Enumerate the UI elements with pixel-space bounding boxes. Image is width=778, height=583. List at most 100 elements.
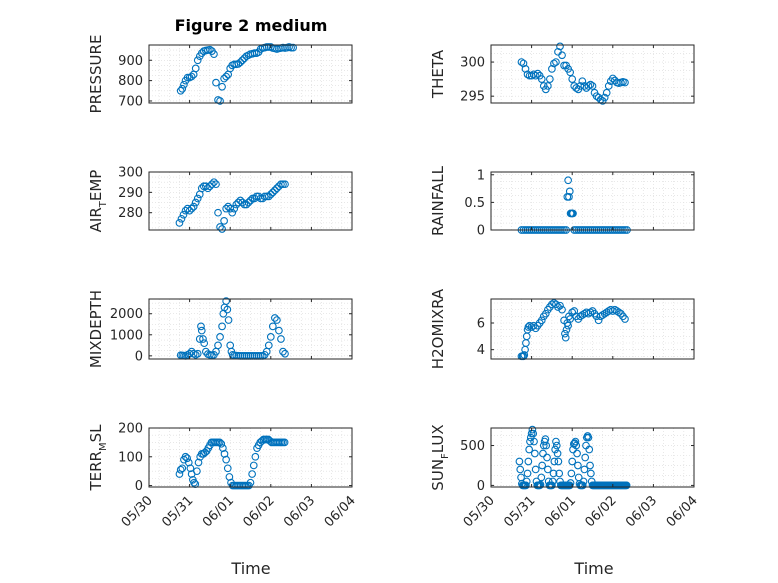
subplot-rainfall: 0 0.5 1 RAINFALL — [429, 165, 695, 239]
data-point — [602, 88, 611, 97]
y-tick-label: 1 — [477, 168, 485, 183]
data-point — [176, 86, 185, 95]
data-point — [600, 93, 609, 102]
data-point — [220, 74, 228, 83]
data-point — [572, 84, 581, 92]
data-point — [573, 449, 581, 458]
data-point — [218, 225, 226, 233]
data-point — [578, 77, 587, 86]
data-point — [214, 341, 222, 350]
y-tick-label: 200 — [118, 422, 143, 437]
data-point — [580, 465, 589, 474]
data-point — [585, 445, 594, 454]
data-point — [523, 469, 532, 478]
y-tick-label: 0.5 — [464, 196, 485, 211]
data-point — [210, 50, 218, 59]
data-point — [178, 464, 187, 473]
data-point — [273, 184, 281, 193]
data-point — [218, 322, 226, 331]
subplot-grid: 700 800 900 PRESSURE 295 300 THETA 280 290 300 AIR… — [87, 35, 701, 531]
data-point — [193, 194, 202, 203]
data-point — [584, 433, 593, 442]
data-point — [193, 349, 202, 358]
data-point — [533, 69, 542, 78]
axes-box — [490, 427, 695, 488]
data-point — [197, 326, 206, 335]
data-point — [277, 180, 285, 189]
data-point — [199, 335, 207, 343]
data-point — [586, 461, 594, 470]
data-point — [524, 457, 533, 466]
data-point — [180, 80, 188, 89]
data-point — [250, 49, 259, 57]
data-point — [193, 56, 202, 65]
data-point — [535, 481, 544, 490]
data-point — [220, 216, 228, 225]
data-point — [178, 84, 187, 93]
data-point — [183, 454, 192, 463]
data-point — [189, 202, 198, 211]
y-axis-label: RAINFALL — [429, 165, 447, 236]
data-point — [528, 425, 537, 434]
data-point — [552, 437, 560, 446]
data-point — [574, 461, 582, 470]
data-point — [538, 461, 547, 470]
y-axis-label-main: AIR — [87, 207, 105, 232]
y-axis-label-suffix: SL — [87, 424, 105, 443]
data-point — [529, 429, 538, 438]
data-point — [230, 204, 239, 213]
data-point — [613, 307, 621, 315]
subplot-mixdepth: 0 1000 2000 MIXDEPTH — [87, 290, 353, 368]
data-point — [181, 452, 190, 461]
plot-area — [491, 172, 694, 230]
data-point — [586, 80, 595, 89]
y-axis-label: SUNFLUX — [429, 424, 451, 490]
data-point — [264, 192, 273, 201]
data-point — [578, 481, 587, 490]
data-point — [185, 206, 194, 215]
data-point — [214, 208, 222, 217]
data-point — [222, 297, 230, 305]
y-axis-label: AIRTEMP — [87, 170, 109, 233]
y-tick-label: 0 — [135, 479, 143, 494]
data-point — [244, 198, 253, 207]
y-axis-label: H2OMIXRA — [429, 288, 447, 369]
data-point — [621, 315, 629, 323]
data-point — [525, 321, 534, 330]
data-point — [558, 51, 566, 60]
data-point — [280, 438, 289, 447]
data-point — [572, 441, 581, 450]
data-point — [561, 329, 569, 338]
data-point — [193, 467, 201, 476]
data-point — [238, 56, 247, 65]
data-point — [517, 58, 526, 66]
data-point — [550, 457, 559, 466]
data-point — [266, 333, 275, 341]
data-point — [236, 196, 245, 205]
data-point — [200, 339, 209, 348]
data-point — [177, 214, 186, 223]
data-point — [568, 308, 577, 317]
x-axis-label-right: Time — [573, 559, 613, 578]
data-point — [187, 72, 196, 81]
data-point — [550, 59, 558, 68]
data-point — [522, 477, 531, 486]
data-point — [556, 42, 564, 51]
y-axis-label: MIXDEPTH — [87, 290, 105, 368]
data-point — [191, 64, 200, 73]
data-point — [554, 303, 562, 311]
y-tick-label: 290 — [118, 186, 143, 201]
y-tick-label: 0 — [477, 479, 485, 494]
data-point — [543, 465, 552, 474]
data-point — [175, 219, 184, 227]
y-axis-label-main: SUN — [429, 459, 447, 491]
data-point — [556, 301, 564, 310]
data-point — [246, 196, 255, 205]
data-point — [275, 326, 283, 335]
y-tick-label: 100 — [118, 450, 143, 465]
data-point — [212, 78, 220, 87]
data-point — [262, 192, 271, 201]
data-point — [610, 305, 619, 314]
data-point — [217, 439, 226, 448]
data-point — [568, 75, 577, 83]
